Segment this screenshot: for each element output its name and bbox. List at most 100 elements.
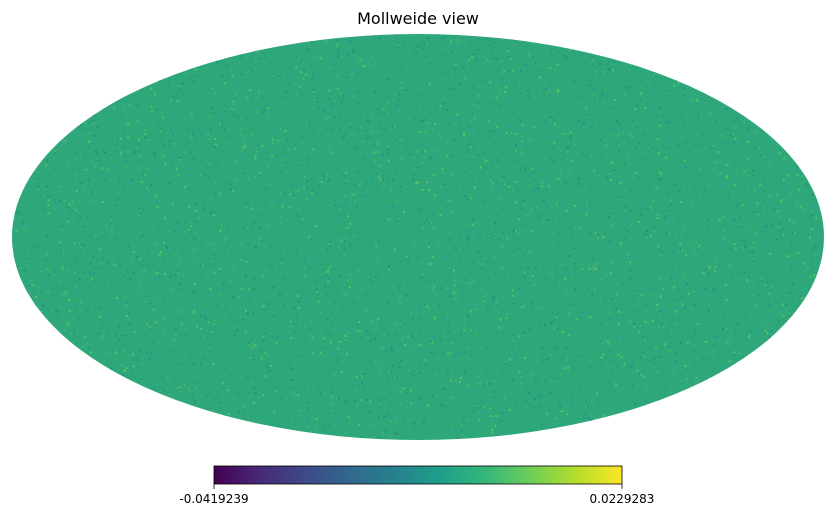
map-noise-pixel: [493, 142, 496, 145]
map-noise-pixel: [309, 281, 312, 284]
map-noise-pixel: [332, 191, 335, 194]
map-noise-pixel: [758, 191, 760, 193]
map-noise-pixel: [733, 243, 736, 246]
map-noise-pixel: [105, 224, 108, 227]
map-noise-pixel: [642, 158, 645, 161]
map-noise-pixel: [557, 422, 560, 425]
map-noise-pixel: [177, 363, 180, 366]
map-noise-pixel: [102, 361, 105, 364]
map-noise-pixel: [417, 318, 420, 321]
map-noise-pixel: [667, 193, 670, 196]
map-noise-pixel: [111, 348, 113, 351]
map-noise-pixel: [523, 222, 526, 225]
map-noise-pixel: [278, 294, 281, 297]
map-noise-pixel: [122, 105, 124, 108]
map-noise-pixel: [452, 396, 455, 399]
map-noise-pixel: [539, 76, 541, 79]
map-noise-pixel: [621, 258, 624, 261]
map-noise-pixel: [57, 313, 60, 316]
map-noise-pixel: [453, 367, 456, 370]
map-noise-pixel: [640, 196, 643, 199]
map-noise-pixel: [621, 315, 624, 318]
map-noise-pixel: [300, 367, 303, 370]
map-noise-pixel: [435, 81, 438, 84]
map-noise-pixel: [344, 240, 346, 243]
map-noise-pixel: [735, 205, 738, 208]
map-noise-pixel: [508, 358, 511, 361]
map-noise-pixel: [706, 223, 709, 226]
map-noise-pixel: [366, 83, 369, 86]
map-noise-pixel: [29, 176, 32, 179]
map-noise-pixel: [678, 189, 681, 192]
map-noise-pixel: [509, 408, 511, 411]
map-noise-pixel: [426, 122, 429, 125]
map-noise-pixel: [309, 333, 312, 336]
map-noise-pixel: [708, 229, 710, 232]
map-noise-pixel: [494, 130, 497, 133]
map-noise-pixel: [301, 46, 304, 49]
map-noise-pixel: [233, 411, 236, 414]
map-noise-pixel: [407, 261, 410, 264]
map-noise-pixel: [314, 425, 317, 428]
map-noise-pixel: [702, 134, 705, 136]
map-noise-pixel: [652, 230, 655, 233]
map-noise-pixel: [380, 247, 383, 250]
map-noise-pixel: [592, 238, 595, 241]
map-noise-pixel: [659, 216, 662, 219]
map-noise-pixel: [194, 387, 197, 390]
map-noise-pixel: [784, 221, 787, 224]
map-noise-pixel: [416, 319, 419, 322]
map-noise-pixel: [502, 179, 505, 182]
map-noise-pixel: [167, 230, 170, 232]
map-noise-pixel: [136, 297, 139, 300]
map-noise-pixel: [684, 116, 687, 119]
map-noise-pixel: [702, 207, 705, 210]
map-noise-pixel: [590, 155, 593, 158]
map-noise-pixel: [417, 397, 420, 400]
map-noise-pixel: [628, 302, 631, 305]
map-noise-pixel: [301, 389, 304, 392]
map-noise-pixel: [149, 357, 152, 360]
map-noise-pixel: [708, 180, 711, 183]
map-noise-pixel: [583, 187, 586, 190]
map-noise-pixel: [116, 357, 119, 359]
map-noise-pixel: [155, 82, 157, 85]
map-noise-pixel: [510, 132, 513, 135]
map-noise-pixel: [484, 167, 487, 170]
map-noise-pixel: [669, 184, 672, 187]
map-noise-pixel: [291, 379, 294, 381]
map-noise-pixel: [591, 271, 594, 274]
map-noise-pixel: [458, 262, 461, 265]
map-noise-pixel: [110, 218, 113, 221]
map-noise-pixel: [94, 165, 97, 168]
map-noise-pixel: [268, 278, 271, 281]
map-noise-pixel: [713, 97, 716, 100]
map-noise-pixel: [340, 239, 343, 242]
map-noise-pixel: [746, 209, 749, 212]
map-noise-pixel: [766, 209, 769, 212]
map-noise-pixel: [184, 354, 187, 357]
map-noise-pixel: [453, 280, 456, 282]
map-noise-pixel: [582, 185, 585, 187]
map-noise-pixel: [227, 229, 230, 231]
map-noise-pixel: [435, 366, 438, 369]
map-noise-pixel: [614, 415, 617, 418]
map-noise-pixel: [437, 49, 440, 52]
map-noise-pixel: [320, 312, 323, 314]
map-noise-pixel: [382, 178, 384, 181]
map-noise-pixel: [410, 219, 413, 222]
map-noise-pixel: [184, 177, 187, 180]
map-noise-pixel: [309, 92, 312, 95]
map-noise-pixel: [18, 239, 21, 242]
map-noise-pixel: [695, 377, 698, 379]
map-noise-pixel: [743, 246, 746, 249]
map-noise-pixel: [295, 93, 298, 96]
map-noise-pixel: [448, 329, 451, 331]
map-noise-pixel: [147, 139, 150, 142]
map-noise-pixel: [638, 374, 641, 377]
map-noise-pixel: [365, 309, 367, 312]
map-noise-pixel: [286, 343, 289, 346]
map-noise-pixel: [530, 301, 533, 304]
map-noise-pixel: [394, 138, 397, 141]
map-noise-pixel: [354, 318, 356, 321]
